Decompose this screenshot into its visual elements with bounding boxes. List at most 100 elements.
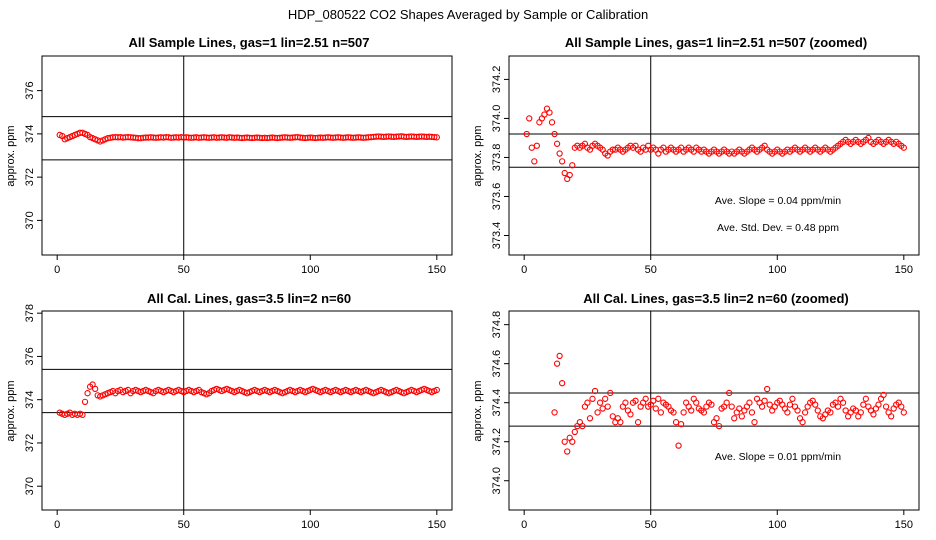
y-tick-label: 370 (24, 477, 36, 495)
data-point (586, 415, 594, 422)
plot-frame (41, 55, 453, 256)
data-point (548, 119, 556, 126)
data-point (634, 419, 642, 426)
data-point (551, 130, 558, 138)
annotation: Ave. Slope = 0.04 ppm/min (715, 195, 841, 207)
data-point (700, 409, 708, 416)
data-point (433, 386, 440, 394)
data-point (584, 399, 591, 406)
data-point (812, 401, 819, 408)
y-tick-label: 374.0 (491, 467, 503, 495)
plot-frame (41, 310, 453, 511)
y-axis-label: approx. ppm (472, 380, 484, 441)
data-point (746, 399, 753, 406)
x-tick-label: 50 (178, 264, 190, 276)
data-point (834, 403, 842, 410)
data-point (551, 409, 558, 416)
panel-all-sample-lines-zoomed: All Sample Lines, gas=1 lin=2.51 n=507 (… (472, 35, 920, 276)
data-point (731, 415, 738, 422)
data-point (589, 395, 596, 402)
data-point (888, 413, 895, 420)
x-tick-label: 0 (54, 264, 60, 276)
data-point (556, 150, 563, 157)
data-point (596, 399, 604, 406)
y-tick-label: 370 (24, 211, 36, 229)
data-point (622, 399, 629, 406)
y-tick-label: 374.2 (491, 66, 503, 94)
y-tick-label: 374.6 (491, 350, 503, 378)
data-point (561, 169, 568, 177)
x-tick-label: 0 (54, 519, 60, 531)
data-point (569, 162, 576, 169)
data-point (842, 407, 849, 414)
data-point (728, 403, 735, 410)
data-point (900, 409, 907, 416)
data-point (675, 442, 682, 449)
data-point (839, 399, 847, 406)
data-point (652, 405, 659, 412)
figure-main-title: HDP_080522 CO2 Shapes Averaged by Sample… (288, 7, 648, 22)
x-tick-label: 100 (768, 264, 786, 276)
data-point (566, 171, 573, 179)
y-axis-label: approx. ppm (472, 125, 484, 186)
data-point (766, 401, 773, 408)
panel-all-cal-lines: All Cal. Lines, gas=3.5 lin=2 n=60 appro… (5, 291, 453, 531)
y-tick-label: 372 (24, 434, 36, 452)
data-point (591, 387, 599, 395)
data-point (609, 413, 616, 420)
data-point (723, 399, 730, 406)
x-tick-label: 100 (301, 519, 319, 531)
data-point (579, 422, 586, 430)
data-point (713, 415, 720, 422)
x-tick-label: 100 (301, 264, 319, 276)
data-point (594, 409, 601, 416)
data-point (433, 134, 440, 141)
y-tick-label: 374.8 (491, 311, 503, 339)
data-point (680, 409, 687, 416)
data-point (655, 395, 662, 402)
data-point (607, 389, 614, 397)
plot-frame (508, 310, 920, 511)
data-point (672, 419, 680, 426)
data-point (799, 419, 806, 426)
data-point (602, 395, 609, 402)
panel-title: All Cal. Lines, gas=3.5 lin=2 n=60 (zoom… (583, 291, 849, 306)
data-point (561, 438, 568, 445)
y-axis-label: approx. ppm (5, 380, 17, 441)
y-tick-label: 374 (24, 125, 36, 143)
data-point (801, 409, 809, 416)
data-point (657, 409, 665, 416)
data-point (564, 448, 571, 455)
data-point (523, 130, 530, 138)
data-point (531, 158, 538, 165)
data-point (736, 405, 743, 412)
data-point (875, 401, 882, 408)
data-point (599, 405, 606, 412)
y-tick-label: 374.0 (491, 105, 503, 133)
data-point (526, 115, 533, 122)
data-point (763, 385, 771, 393)
data-point (751, 419, 758, 426)
data-point (688, 407, 695, 414)
y-tick-label: 376 (24, 347, 36, 365)
y-axis-label: approx. ppm (5, 125, 17, 186)
y-tick-label: 372 (24, 168, 36, 186)
plot-frame (508, 55, 920, 256)
data-point (546, 109, 553, 116)
data-point (627, 411, 634, 418)
x-tick-label: 50 (178, 519, 190, 531)
data-point (541, 111, 548, 118)
data-point (604, 403, 611, 410)
data-point (794, 407, 801, 414)
data-point (786, 401, 794, 408)
data-point (79, 411, 86, 418)
data-point (693, 399, 700, 406)
data-point (857, 409, 864, 416)
data-point (84, 390, 91, 397)
data-point (708, 401, 715, 408)
data-point (882, 403, 890, 410)
data-point (642, 395, 649, 402)
data-point (558, 380, 566, 387)
data-point (533, 142, 540, 149)
